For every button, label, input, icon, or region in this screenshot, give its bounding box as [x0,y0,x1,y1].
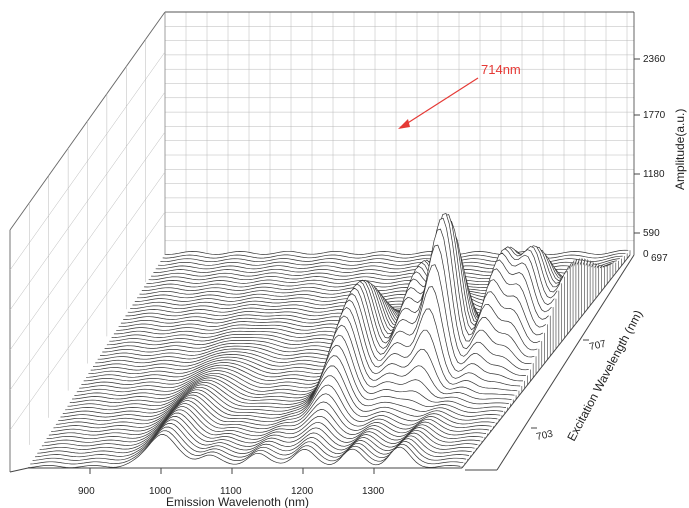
spectrum-trace [60,355,501,418]
spectrum-trace [100,245,549,356]
spectrum-trace [90,212,538,371]
trace-fill [69,315,514,403]
peak-annotation: 714nm [481,62,521,77]
spectrum-trace [92,214,541,367]
trace-fill [165,250,630,255]
floor-edge [461,254,631,469]
peak-annotation-arrow [402,77,479,127]
trace-fill [153,262,616,274]
spectrum-trace [79,286,523,389]
x-axis-title: Emission Wavelenoth (nm) [166,495,309,508]
spectrum-trace [102,252,552,353]
left-wall-gridline [9,171,166,391]
spectrum-trace [72,306,515,400]
spectrum-trace [48,401,487,436]
spectrum-trace [69,315,512,403]
trace-fill [155,260,619,270]
spectrum-trace [164,249,629,255]
axis-frame [9,58,640,474]
x-tick-label: 1200 [291,486,314,497]
y-tick-label: 707 [588,339,607,353]
trace-fill [53,385,494,429]
spectrum-trace [53,384,492,429]
spectrum-trace [44,409,481,443]
grid-walls [9,11,635,472]
spectrum-trace [81,264,526,385]
x-tick-label: 1100 [220,486,242,497]
spectrum-trace [97,232,546,360]
left-wall-gridline [9,51,166,271]
spectrum-trace [88,217,535,375]
spectrum-trace [95,220,544,364]
trace-fill [55,375,497,425]
z-tick-label: 1770 [643,110,666,121]
spectrum-trace [67,324,509,407]
spectrum-trace [51,393,489,432]
floor-edge [496,254,635,471]
spectrum-trace [83,244,529,382]
spectrum-trace [58,365,498,422]
spectrum-trace [27,434,461,468]
spectrum-trace [62,344,504,414]
spectrum-trace [74,299,518,396]
spectrum-trace [86,228,532,378]
trace-fill [67,325,511,407]
x-tick-label: 1000 [149,486,172,497]
left-wall-gridline [9,91,166,311]
spectrum-trace [76,293,521,393]
z-tick-label: 2360 [643,54,666,65]
z-tick-label: 590 [643,228,660,239]
spectrum-trace [46,406,484,440]
x-tick-label: 900 [78,486,95,497]
trace-group [27,212,631,468]
y-tick-label: 703 [535,429,554,443]
peak-annotation-arrowhead [398,119,410,129]
spectrum-trace [55,375,495,425]
z-tick-label: 0 [643,249,649,260]
trace-fill [28,434,462,468]
spectrum-trace [65,334,507,411]
z-tick-origin-suffix: 697 [651,253,668,264]
left-wall-gridline [9,131,166,351]
x-tick-label: 1300 [362,486,385,497]
floor-edge [9,467,29,473]
left-wall-gridline [9,211,166,431]
y-axis-title: Excitation Wavelength (nm) [564,308,645,444]
z-axis-title: Amplitude(a.u.) [673,109,687,190]
z-tick-label: 1180 [643,169,665,180]
